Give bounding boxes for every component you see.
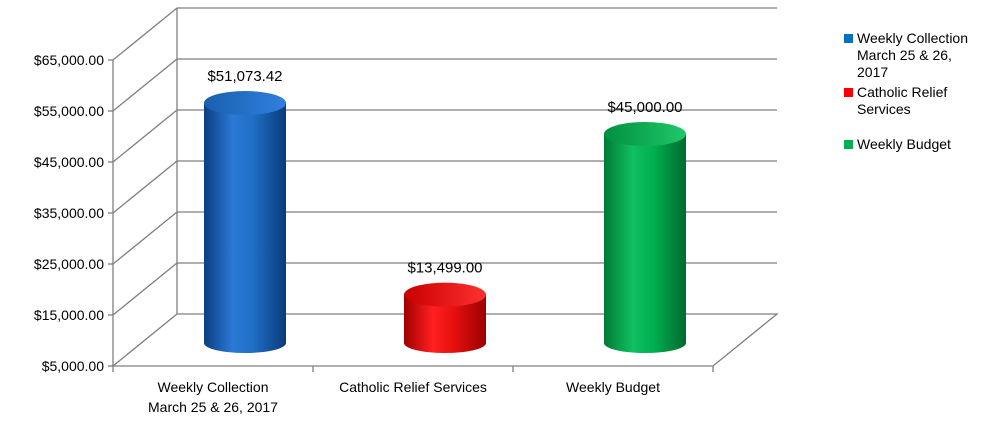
legend: Weekly Collection March 25 & 26, 2017 Catho… [844, 30, 984, 153]
bar-top [604, 122, 686, 146]
gridline-left [112, 58, 178, 112]
x-tick-label: Weekly Collection March 25 & 26, 2017 [148, 379, 278, 415]
bar-top [404, 282, 486, 307]
legend-label: Catholic Relief Services [857, 84, 948, 117]
y-tick-label: $5,000.00 [42, 358, 104, 374]
bars [204, 91, 686, 353]
legend-label: Weekly Collection March 25 & 26, 2017 [857, 30, 969, 80]
bar-body [204, 103, 286, 353]
bar [604, 122, 686, 353]
bar-body [404, 294, 486, 353]
y-axis-ticks: $5,000.00 $15,000.00 $25,000.00 $35,000.00 $… [34, 52, 113, 374]
gridline-left [112, 160, 178, 214]
y-tick-label: $55,000.00 [34, 103, 104, 119]
gridline-left [112, 7, 178, 61]
value-labels: $51,073.42 $13,499.00 $45,000.00 [207, 68, 682, 277]
bar [204, 91, 286, 353]
bar-body [604, 134, 686, 353]
data-label: $51,073.42 [207, 68, 282, 85]
legend-item: Weekly Budget [844, 136, 984, 153]
legend-swatch [844, 88, 853, 97]
y-tick-label: $45,000.00 [34, 154, 104, 170]
legend-item: Catholic Relief Services [844, 84, 984, 118]
x-tick-label: Weekly Budget [566, 379, 660, 395]
y-tick-label: $15,000.00 [34, 307, 104, 323]
x-axis-ticks: Weekly Collection March 25 & 26, 2017 Cath… [112, 366, 714, 415]
y-tick-label: $65,000.00 [34, 52, 104, 68]
y-tick-label: $35,000.00 [34, 205, 104, 221]
data-label: $13,499.00 [407, 260, 482, 277]
x-tick-label: Catholic Relief Services [339, 379, 487, 395]
bar [404, 282, 486, 353]
legend-swatch [844, 140, 853, 149]
legend-label: Weekly Budget [857, 136, 951, 152]
legend-swatch [844, 34, 853, 43]
gridline-left [112, 262, 178, 316]
legend-item: Weekly Collection March 25 & 26, 2017 [844, 30, 984, 81]
y-tick-label: $25,000.00 [34, 256, 104, 272]
bar-top [204, 91, 286, 116]
gridline-left [112, 211, 178, 265]
data-label: $45,000.00 [607, 99, 682, 116]
gridline-left [112, 109, 178, 163]
